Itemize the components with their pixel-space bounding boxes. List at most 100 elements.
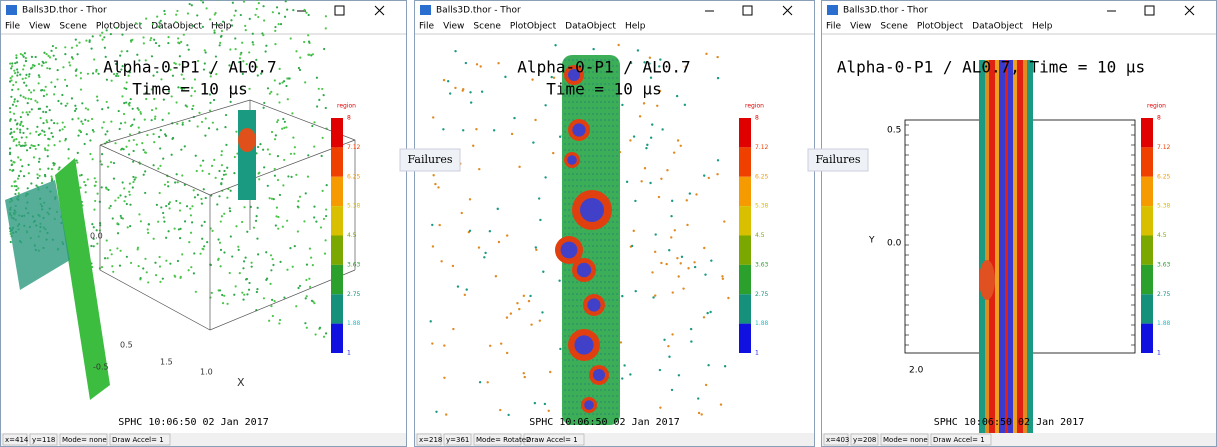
menu-item[interactable]: View — [29, 22, 50, 32]
particle — [229, 210, 231, 212]
menu-item[interactable]: Help — [1032, 22, 1053, 32]
particle — [101, 153, 103, 155]
particle — [126, 81, 128, 83]
particle — [120, 122, 122, 124]
particle — [101, 163, 103, 165]
particle — [215, 177, 217, 179]
particle — [10, 77, 12, 79]
menu-item[interactable]: PlotObject — [917, 22, 964, 32]
particle — [132, 161, 134, 163]
particle — [223, 251, 225, 253]
particle — [130, 262, 132, 264]
particle — [267, 148, 269, 150]
menu-item[interactable]: Help — [625, 22, 646, 32]
particle — [208, 127, 210, 129]
particle — [19, 129, 21, 131]
menu-item[interactable]: File — [5, 22, 21, 32]
particle — [431, 342, 433, 344]
particle — [481, 91, 483, 93]
particle — [87, 73, 89, 75]
particle — [284, 16, 286, 18]
colorbar-segment — [1141, 118, 1153, 147]
particle — [271, 198, 273, 200]
particle — [671, 389, 673, 391]
particle — [144, 258, 146, 260]
particle — [15, 189, 17, 191]
menu-item[interactable]: DataObject — [565, 22, 616, 32]
menu-item[interactable]: PlotObject — [510, 22, 557, 32]
particle — [285, 85, 287, 87]
particle — [256, 288, 258, 290]
particle — [129, 204, 131, 206]
menu-item[interactable]: View — [443, 22, 464, 32]
particle — [138, 213, 140, 215]
particle — [179, 202, 181, 204]
menu-item[interactable]: Scene — [59, 22, 87, 32]
menu-item[interactable]: View — [850, 22, 871, 32]
particle — [144, 118, 146, 120]
particle — [311, 300, 313, 302]
particle — [239, 272, 241, 274]
particle — [241, 292, 243, 294]
particle — [53, 144, 55, 146]
particle — [77, 152, 79, 154]
particle — [76, 53, 78, 55]
particle — [248, 289, 250, 291]
particle — [139, 111, 141, 113]
particle — [94, 185, 96, 187]
particle — [271, 131, 273, 133]
particle — [703, 247, 705, 249]
particle — [11, 136, 13, 138]
particle — [154, 262, 156, 264]
particle — [117, 232, 119, 234]
particle — [50, 175, 52, 177]
particle — [246, 293, 248, 295]
menu-item[interactable]: File — [826, 22, 842, 32]
particle — [87, 178, 89, 180]
particle — [704, 273, 706, 275]
particle — [472, 145, 474, 147]
menu-item[interactable]: File — [419, 22, 435, 32]
particle — [101, 127, 103, 129]
colorbar-tick: 2.75 — [755, 291, 769, 298]
particle — [139, 23, 141, 25]
status-text: Mode= none — [62, 436, 107, 444]
particle — [125, 101, 127, 103]
particle — [50, 50, 52, 52]
particle — [153, 39, 155, 41]
particle — [204, 49, 206, 51]
particle — [670, 236, 672, 238]
particle — [274, 168, 276, 170]
particle — [104, 133, 106, 135]
particle — [229, 272, 231, 274]
particle — [25, 136, 27, 138]
menu-item[interactable]: Scene — [880, 22, 908, 32]
menu-item[interactable]: Scene — [473, 22, 501, 32]
particle — [245, 257, 247, 259]
particle — [35, 131, 37, 133]
colorbar-segment — [1141, 324, 1153, 353]
particle — [275, 215, 277, 217]
particle — [258, 178, 260, 180]
particle — [323, 218, 325, 220]
particle — [263, 19, 265, 21]
particle — [129, 183, 131, 185]
particle — [189, 208, 191, 210]
particle — [9, 107, 11, 109]
particle — [510, 312, 512, 314]
particle — [643, 102, 645, 104]
particle — [44, 174, 46, 176]
particle — [193, 252, 195, 254]
particle — [110, 121, 112, 123]
particle — [722, 278, 724, 280]
particle — [177, 37, 179, 39]
plot-title: Alpha-0-P1 / AL0.7 — [517, 58, 690, 77]
particle — [518, 308, 520, 310]
particle — [538, 197, 540, 199]
particle — [457, 285, 459, 287]
particle — [286, 220, 288, 222]
particle — [110, 33, 112, 35]
colorbar-tick: 7.12 — [347, 144, 361, 151]
particle — [76, 161, 78, 163]
menu-item[interactable]: DataObject — [972, 22, 1023, 32]
